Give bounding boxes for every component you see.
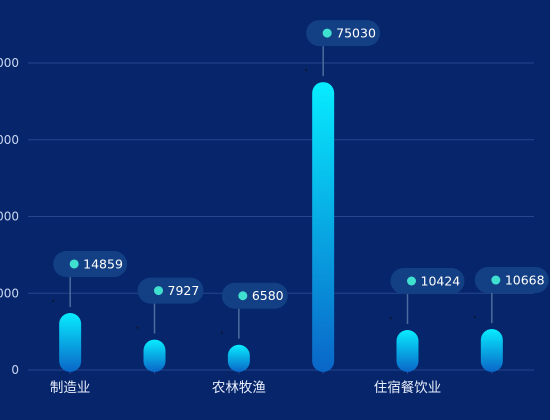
value-label-bubble [474,267,549,294]
bar-marker-dot [304,68,308,72]
bar-marker-dot [473,315,477,319]
bar [312,82,335,372]
x-axis-category-labels: 制造业 农林牧渔 住宿餐饮业 [50,379,441,396]
grid-lines [28,62,534,374]
category-label: 制造业 [50,380,91,396]
bar [59,312,82,372]
value-label: 10668 [505,273,545,288]
bar [227,344,250,372]
bar [480,329,503,372]
bar-marker-dot [51,299,55,303]
value-label-bubble [390,267,465,294]
value-label: 7927 [168,283,200,298]
value-label-dot [154,286,163,296]
y-tick-label: 000 [0,210,19,224]
value-label: 75030 [336,26,376,41]
y-axis-tick-labels: 0000000000000 [0,56,19,377]
bars [51,68,503,372]
value-label-dot [491,275,501,285]
bar-marker-dot [389,316,392,320]
value-label-bubble [221,282,288,309]
value-label: 10424 [421,273,461,288]
bar [143,339,166,372]
bar-marker-dot [220,331,224,334]
bar [396,329,419,372]
value-label-bubble [306,20,381,47]
value-label-bubble [137,277,204,304]
category-label: 住宿餐饮业 [374,379,442,396]
value-label-dot [407,276,416,286]
value-label: 14859 [83,256,123,271]
value-label-bubble [53,250,128,277]
category-label: 农林牧渔 [212,380,266,396]
y-tick-label: 000 [0,56,19,70]
y-tick-label: 000 [0,286,19,300]
value-label-dot [69,259,79,269]
value-label-dot [322,28,332,38]
value-labels: 14859 7927 6580 75030 10424 10668 [53,20,549,339]
y-tick-label: 000 [0,133,19,147]
value-label-dot [238,291,248,301]
y-tick-label: 0 [11,363,19,377]
value-label: 6580 [252,288,284,303]
bar-marker-dot [136,326,139,329]
